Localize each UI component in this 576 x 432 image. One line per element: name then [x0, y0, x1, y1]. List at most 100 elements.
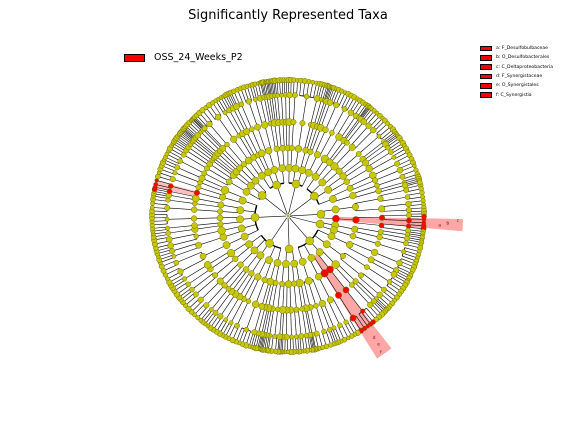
taxon-node [293, 334, 299, 340]
tree-branch [293, 95, 296, 123]
taxon-node [230, 135, 238, 143]
tree-branch [354, 231, 380, 238]
tree-branch [329, 269, 347, 291]
tree-branch [260, 98, 267, 125]
tree-branch [194, 222, 221, 226]
tree-branch [172, 178, 199, 188]
tree-branch [314, 129, 326, 154]
tree-branch [233, 139, 249, 161]
taxon-node [405, 200, 412, 208]
taxon-node [242, 266, 250, 273]
taxon-node [375, 187, 382, 195]
tree-branch [200, 280, 221, 301]
tree-branch [351, 284, 371, 306]
tree-branch [289, 195, 315, 216]
taxon-node [216, 277, 224, 285]
taxon-node [371, 248, 379, 256]
tree-branch [370, 261, 395, 275]
tree-branch [304, 124, 311, 151]
taxon-node [349, 232, 357, 240]
tree-branch [155, 184, 171, 189]
tree-branch [263, 97, 270, 124]
taxon-node [185, 305, 192, 312]
taxon-node [360, 118, 368, 125]
class-legend: OSS_24_Weeks_P2 [124, 52, 243, 63]
clade-highlight-sector [313, 253, 392, 359]
taxon-node [388, 149, 394, 155]
taxon-node [377, 195, 384, 202]
tree-branch [295, 336, 297, 352]
highlighted-taxon-node [326, 265, 334, 274]
taxon-node [201, 125, 208, 132]
tree-branch [381, 203, 409, 207]
tree-branch [297, 309, 302, 337]
tree-branch [243, 275, 257, 300]
tree-branch [241, 104, 253, 130]
tree-branch [251, 256, 263, 274]
taxon-node [203, 261, 212, 269]
tree-branch [233, 107, 246, 133]
tree-branch [407, 196, 423, 200]
taxon-node [346, 241, 354, 249]
tree-branch [220, 211, 241, 214]
tree-branch [296, 80, 298, 96]
tree-branch [258, 307, 266, 334]
tree-branch [350, 242, 375, 253]
tree-branch [355, 315, 365, 329]
taxon-node [270, 166, 279, 174]
tree-branch [170, 238, 197, 246]
tree-branch [338, 295, 354, 319]
taxon-node [190, 215, 198, 222]
taxon-node [351, 225, 359, 233]
taxon-node [344, 139, 350, 146]
taxon-node [404, 235, 410, 242]
taxon-node [273, 145, 280, 153]
taxon-node [381, 286, 387, 293]
taxon-node [251, 176, 260, 185]
taxon-node [419, 190, 425, 196]
taxon-node [318, 299, 326, 308]
tree-branch [350, 180, 376, 191]
taxon-node [228, 320, 234, 326]
tree-branch [383, 133, 397, 143]
taxon-node [182, 276, 188, 282]
tree-branch [270, 81, 273, 97]
tree-branch [308, 126, 318, 152]
highlighted-taxon-node [166, 188, 173, 195]
tree-branch [224, 265, 243, 286]
tree-branch [194, 217, 221, 219]
taxon-node [208, 307, 214, 312]
taxon-node [396, 166, 404, 174]
tree-branch [177, 167, 203, 179]
tree-branch [272, 283, 278, 309]
tree-branch [345, 289, 363, 312]
tree-branch [235, 246, 251, 260]
tree-branch [346, 121, 365, 143]
tree-branch [366, 112, 378, 125]
tree-branch [312, 279, 323, 304]
tree-branch [306, 308, 313, 335]
taxon-node [327, 296, 334, 304]
tree-branch [274, 122, 279, 149]
tree-branch [193, 139, 216, 157]
taxon-node [294, 145, 303, 153]
tree-branch [224, 112, 240, 136]
root-node [286, 214, 290, 218]
tree-branch [355, 222, 382, 226]
tree-branch [377, 243, 404, 253]
tree-branch [269, 217, 288, 244]
tree-branch [313, 99, 322, 126]
tree-branch [301, 308, 307, 336]
tree-branch [169, 233, 196, 240]
tree-branch [309, 307, 317, 334]
taxon-node [194, 132, 201, 139]
taxon-node [307, 148, 314, 155]
taxon-node [377, 229, 384, 235]
taxon-node [333, 101, 340, 109]
taxon-node [195, 315, 201, 321]
taxa-legend-item: e: O_Synergistales [480, 81, 553, 90]
tree-branch [282, 148, 285, 169]
clade-letter: b [446, 220, 449, 226]
tree-branch [307, 280, 317, 306]
tree-branch [378, 181, 405, 191]
